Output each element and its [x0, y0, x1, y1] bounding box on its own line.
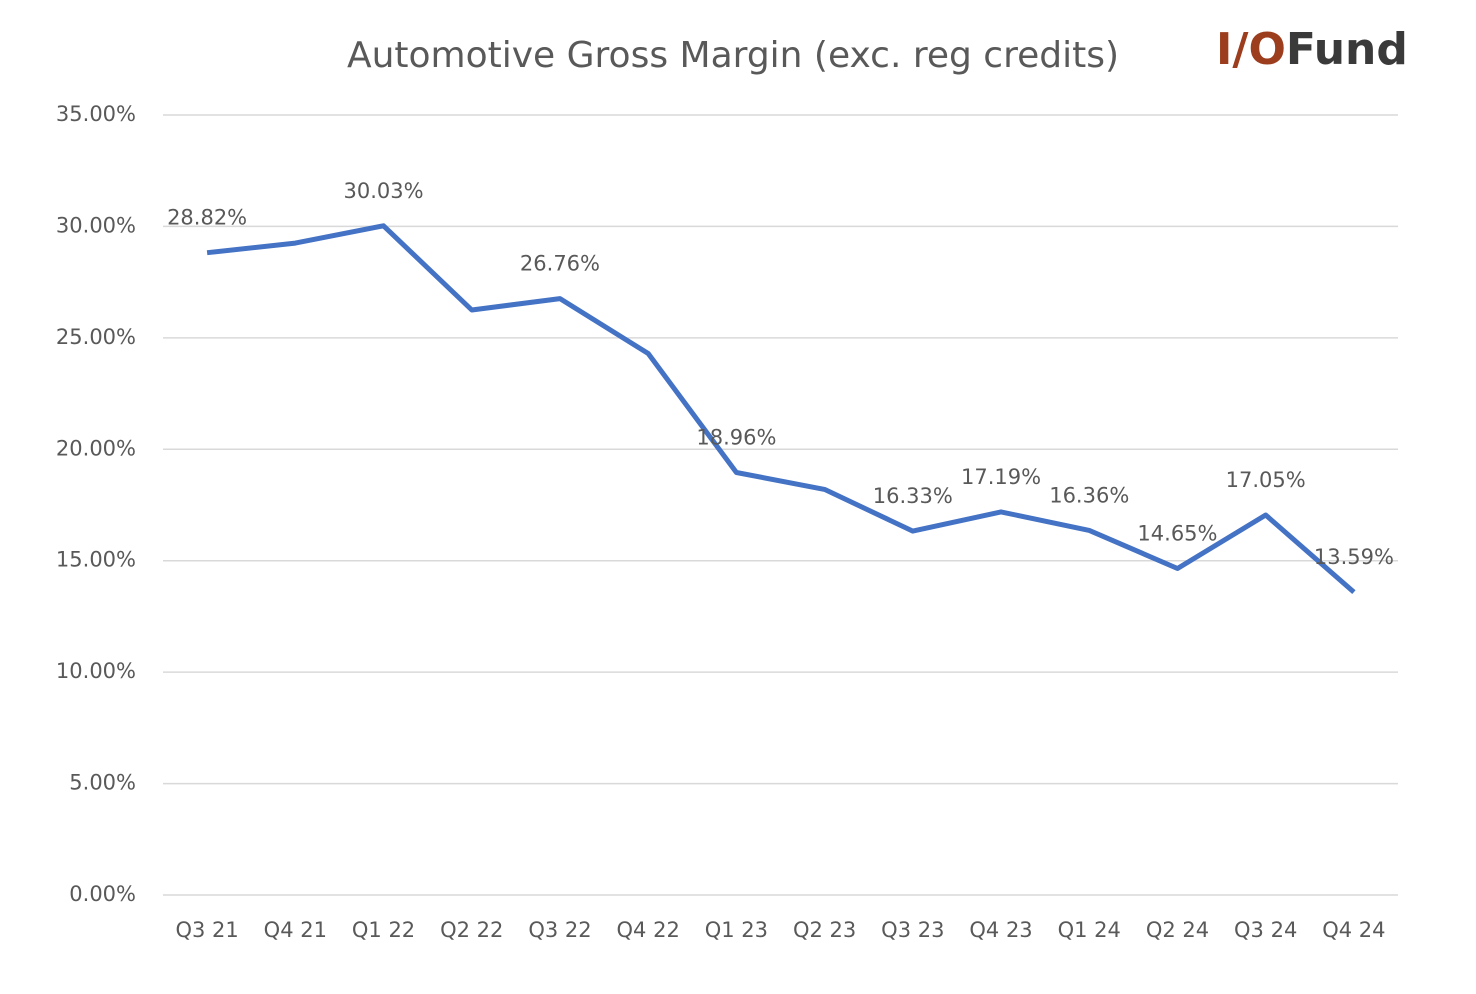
y-tick-label: 35.00% [56, 102, 136, 126]
x-tick-label: Q1 22 [352, 918, 415, 942]
data-line [206, 223, 1356, 594]
y-tick-label: 30.00% [56, 213, 136, 237]
logo: I/OFund [1216, 24, 1408, 75]
data-label: 13.59% [1314, 545, 1394, 569]
x-tick-label: Q4 22 [617, 918, 680, 942]
x-tick-label: Q4 24 [1322, 918, 1385, 942]
y-tick-label: 5.00% [69, 771, 136, 795]
x-tick-label: Q4 23 [969, 918, 1032, 942]
y-tick-label: 10.00% [56, 659, 136, 683]
logo-part: Fund [1286, 24, 1408, 75]
x-tick-label: Q3 24 [1234, 918, 1297, 942]
x-tick-label: Q2 23 [793, 918, 856, 942]
x-tick-label: Q2 24 [1146, 918, 1209, 942]
x-tick-label: Q4 21 [264, 918, 327, 942]
data-label: 14.65% [1137, 522, 1217, 546]
data-label: 17.05% [1226, 468, 1306, 492]
y-tick-label: 0.00% [69, 882, 136, 906]
data-label: 16.36% [1049, 483, 1129, 507]
y-tick-label: 15.00% [56, 548, 136, 572]
x-tick-label: Q3 23 [881, 918, 944, 942]
x-tick-label: Q2 22 [440, 918, 503, 942]
logo-part: I/O [1216, 24, 1286, 75]
y-tick-label: 20.00% [56, 436, 136, 460]
data-label: 26.76% [520, 252, 600, 276]
x-tick-label: Q1 23 [705, 918, 768, 942]
x-tick-label: Q3 21 [175, 918, 238, 942]
y-tick-label: 25.00% [56, 325, 136, 349]
x-tick-label: Q3 22 [528, 918, 591, 942]
data-label: 17.19% [961, 465, 1041, 489]
data-label: 28.82% [167, 206, 247, 230]
data-label: 30.03% [343, 179, 423, 203]
data-label: 18.96% [696, 425, 776, 449]
x-tick-label: Q1 24 [1058, 918, 1121, 942]
chart-title: Automotive Gross Margin (exc. reg credit… [347, 35, 1119, 76]
data-label: 16.33% [873, 484, 953, 508]
